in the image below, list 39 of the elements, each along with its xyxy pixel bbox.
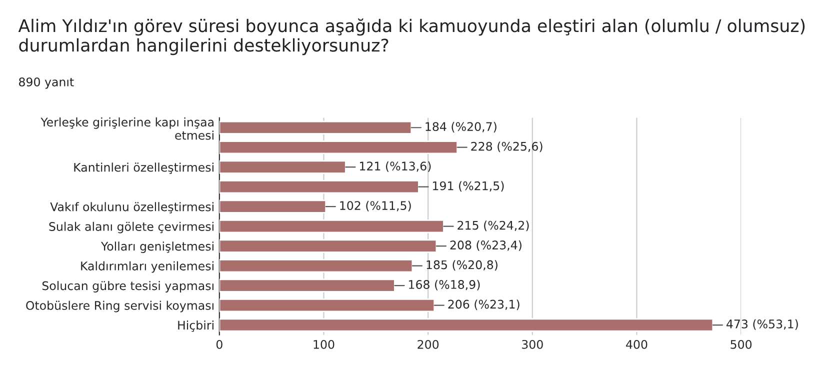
y-tick-label: Solucan gübre tesisi yapması — [42, 281, 214, 292]
text: 890 yanıt — [19, 77, 74, 89]
x-tick-label: 100 — [314, 340, 334, 349]
y-tick-label: Otobüslere Ring servisi koyması — [26, 300, 214, 312]
bar — [219, 200, 327, 214]
y-tick-label: Sulak alanı gölete çevirmesi — [49, 222, 214, 234]
data-label: 121 (%13,6) — [360, 161, 431, 172]
bar — [219, 239, 438, 253]
x-tick-label: 0 — [216, 340, 222, 349]
x-tick-label: 200 — [418, 340, 439, 349]
bar — [219, 220, 444, 234]
chart-title: Alim Yıldız'ın görev süresi boyunca aşağıda ki kamuoyunda eleştiri alan (olumlu / olumsuz) durumlardan hangilerini destekliyorsunuz? — [18, 18, 805, 56]
bar — [219, 140, 458, 154]
y-tick-label: Kaldırımları yenilemesi — [81, 261, 214, 273]
y-tick-label: Yolları genişletmesi — [100, 242, 214, 253]
data-label: 184 (%20,7) — [426, 122, 496, 132]
y-tick-label: Hiçbiri — [178, 320, 214, 332]
data-label: 215 (%24,2) — [458, 220, 529, 232]
x-tick-label: 300 — [522, 340, 543, 349]
data-label: 185 (%20,8) — [426, 260, 498, 271]
bar — [219, 278, 396, 292]
bar — [219, 258, 414, 273]
bar — [219, 298, 436, 312]
y-tick-label: Vakıf okulunu özelleştirmesi — [50, 202, 214, 214]
y-tick-label: Yerleşke girişlerine kapı inşaa etmesi — [40, 117, 214, 140]
y-tick-label: Kantinleri özelleştirmesi — [74, 162, 214, 174]
data-label: 191 (%21,5) — [433, 181, 504, 192]
bar — [219, 160, 346, 174]
x-tick-label: 500 — [730, 340, 752, 349]
x-tick-label: 400 — [626, 340, 648, 349]
data-label: 208 (%23,4) — [450, 240, 522, 251]
bar — [219, 180, 420, 194]
data-label: 102 (%11,5) — [340, 200, 411, 212]
bar — [219, 120, 412, 134]
data-label: 168 (%18,9) — [409, 280, 480, 290]
data-label: 206 (%23,1) — [448, 300, 520, 310]
data-label: 228 (%25,6) — [471, 142, 542, 152]
bar — [219, 318, 714, 332]
data-label: 473 (%53,1) — [726, 319, 798, 330]
